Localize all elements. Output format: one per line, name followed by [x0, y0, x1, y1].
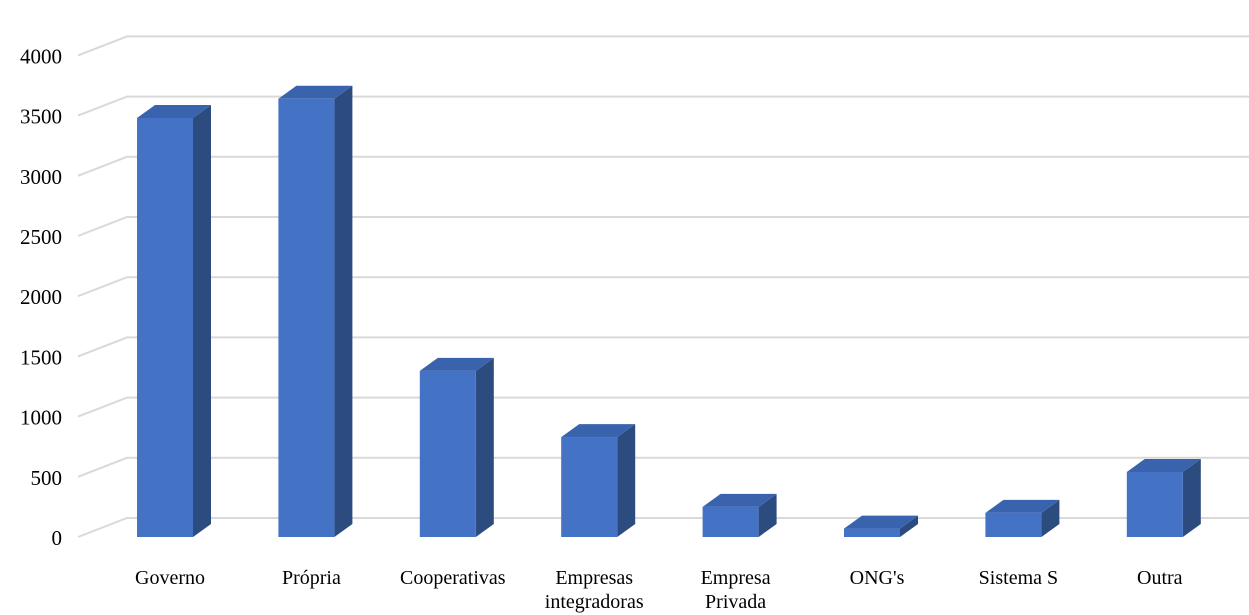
y-tick-label: 2500	[20, 225, 62, 249]
y-tick-label: 1000	[20, 406, 62, 430]
bar-side	[193, 105, 211, 538]
x-category-label: Própria	[282, 567, 341, 589]
grid-layer	[77, 35, 1249, 538]
bar-top	[985, 499, 1060, 513]
bar-top	[137, 105, 211, 119]
bar-side	[1041, 499, 1060, 537]
bar-front	[278, 98, 335, 537]
gridline	[77, 155, 1249, 177]
bar-front	[844, 528, 900, 537]
x-category-label: Governo	[135, 567, 205, 589]
bar	[702, 493, 777, 537]
gridline	[77, 396, 1249, 418]
bar-top	[702, 493, 777, 507]
y-tick-label: 3000	[20, 165, 62, 189]
x-category-label: Cooperativas	[400, 567, 506, 589]
bar-side	[1182, 458, 1201, 537]
bar-side	[758, 493, 777, 537]
bar	[278, 85, 353, 537]
gridline	[77, 95, 1249, 117]
y-tick-label: 4000	[20, 44, 62, 68]
bars	[137, 85, 1201, 538]
y-tick-label: 500	[31, 466, 63, 490]
gridline	[77, 336, 1249, 358]
y-tick-label: 2000	[20, 285, 62, 309]
bar-front	[419, 370, 476, 537]
gridline	[77, 517, 1249, 538]
bar-front	[702, 506, 759, 537]
bar-front	[561, 437, 618, 537]
bar-front	[137, 118, 193, 538]
y-tick-label: 3500	[20, 105, 62, 129]
bar-front	[985, 512, 1042, 537]
gridline	[77, 456, 1249, 478]
bar-top	[844, 515, 918, 529]
bar	[1126, 458, 1201, 537]
bar-side	[900, 515, 918, 537]
x-category-label: Outra	[1137, 567, 1183, 589]
bar-side	[475, 357, 494, 537]
y-axis: 0 500 1000 1500 2000 2500 3000 3500 4000	[20, 44, 62, 550]
gridline	[77, 216, 1249, 237]
y-tick-label: 1500	[20, 345, 62, 369]
bar-top	[419, 357, 494, 371]
x-category-label: ONG's	[850, 567, 905, 589]
x-axis: Governo Própria Cooperativas Empresas integr…	[135, 567, 1183, 613]
bar-side	[617, 424, 636, 537]
bar-front	[1126, 471, 1183, 537]
x-category-label: Empresas integradoras	[545, 567, 644, 613]
gridline	[77, 276, 1249, 298]
y-tick-label: 0	[52, 526, 63, 550]
bar	[561, 424, 636, 537]
bar-top	[1126, 458, 1201, 472]
bar	[419, 357, 494, 537]
x-category-label: Sistema S	[979, 567, 1058, 589]
bar-top	[561, 424, 636, 438]
bar	[137, 105, 211, 538]
bar-top	[278, 85, 353, 99]
x-category-label: Empresa Privada	[701, 567, 771, 613]
bar	[985, 499, 1060, 537]
bar	[844, 515, 918, 537]
gridline	[77, 35, 1249, 57]
bar-side	[334, 85, 353, 537]
